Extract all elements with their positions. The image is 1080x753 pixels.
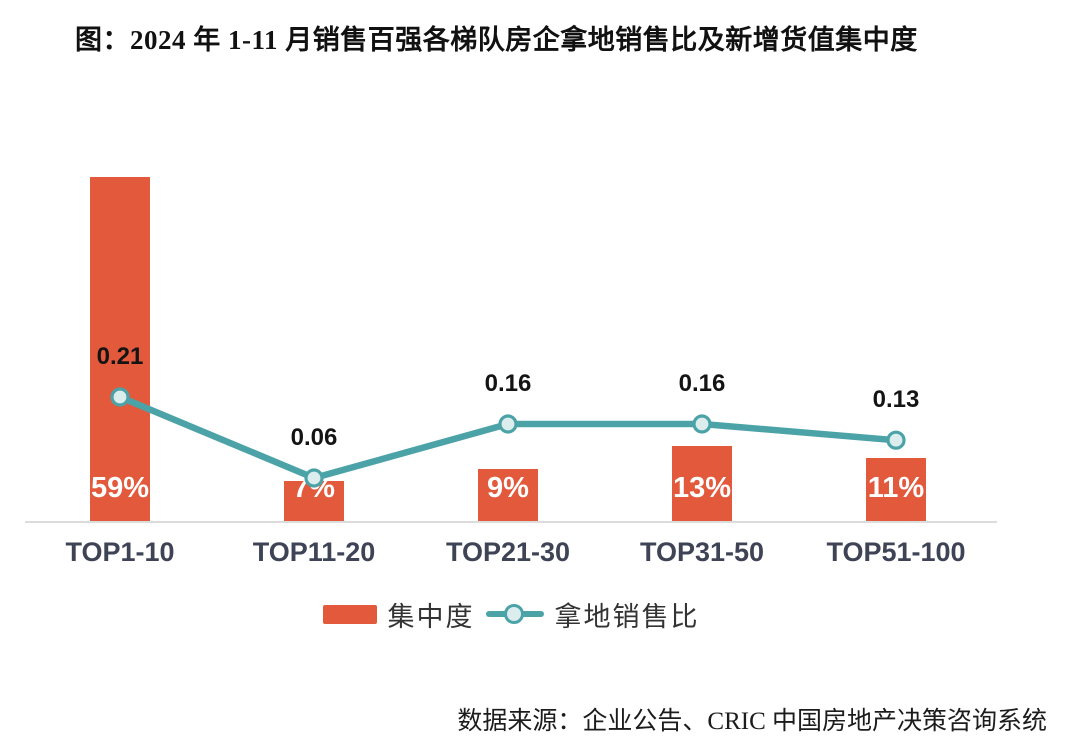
legend-bar-swatch-icon [322, 604, 377, 624]
line-value-label-top51-100: 0.13 [872, 386, 920, 414]
x-tick-label-top31-50: TOP31-50 [639, 537, 765, 567]
line-value-label-top1-10: 0.21 [96, 343, 144, 370]
line-value-label-top31-50: 0.16 [678, 370, 726, 397]
x-tick-label-top51-100: TOP51-100 [826, 537, 966, 567]
legend-label-bar-series: 集中度 [387, 601, 475, 632]
legend-label-line-series: 拿地销售比 [554, 601, 700, 632]
line-series-path [116, 393, 900, 482]
bar-value-label-top21-30: 9% [487, 472, 529, 504]
line-marker-top31-50 [692, 414, 712, 434]
x-tick-label-top1-10: TOP1-10 [65, 537, 175, 567]
line-marker-top51-100 [886, 430, 906, 450]
line-value-label-top21-30: 0.16 [484, 370, 532, 397]
data-source-note: 数据来源：企业公告、CRIC 中国房地产决策咨询系统 [457, 708, 1047, 735]
chart-title: 图：2024 年 1-11 月销售百强各梯队房企拿地销售比及新增货值集中度 [75, 25, 918, 55]
line-marker-top21-30 [498, 414, 518, 434]
bar-value-label-top11-20: 7% [293, 472, 335, 504]
bar-value-label-top1-10: 59% [90, 472, 150, 504]
x-tick-label-top11-20: TOP11-20 [252, 537, 376, 567]
x-tick-label-top21-30: TOP21-30 [445, 537, 571, 567]
bar-value-label-top51-100: 11% [867, 472, 925, 504]
x-axis-line [25, 521, 997, 523]
legend-line-marker [503, 604, 524, 624]
bar-value-label-top31-50: 13% [672, 472, 732, 504]
legend: 集中度 拿地销售比 [25, 598, 997, 632]
legend-line-swatch-icon [485, 604, 544, 624]
bar-top11-20 [284, 481, 344, 522]
line-value-label-top11-20: 0.06 [290, 424, 338, 451]
